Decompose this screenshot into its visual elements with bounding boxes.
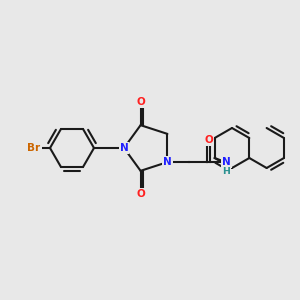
Text: H: H <box>223 167 230 176</box>
Text: O: O <box>204 135 213 145</box>
Text: Br: Br <box>27 143 40 153</box>
Text: O: O <box>136 97 145 107</box>
Text: N: N <box>120 143 128 153</box>
Text: N: N <box>222 157 231 167</box>
Text: N: N <box>163 157 172 167</box>
Text: O: O <box>136 189 145 199</box>
